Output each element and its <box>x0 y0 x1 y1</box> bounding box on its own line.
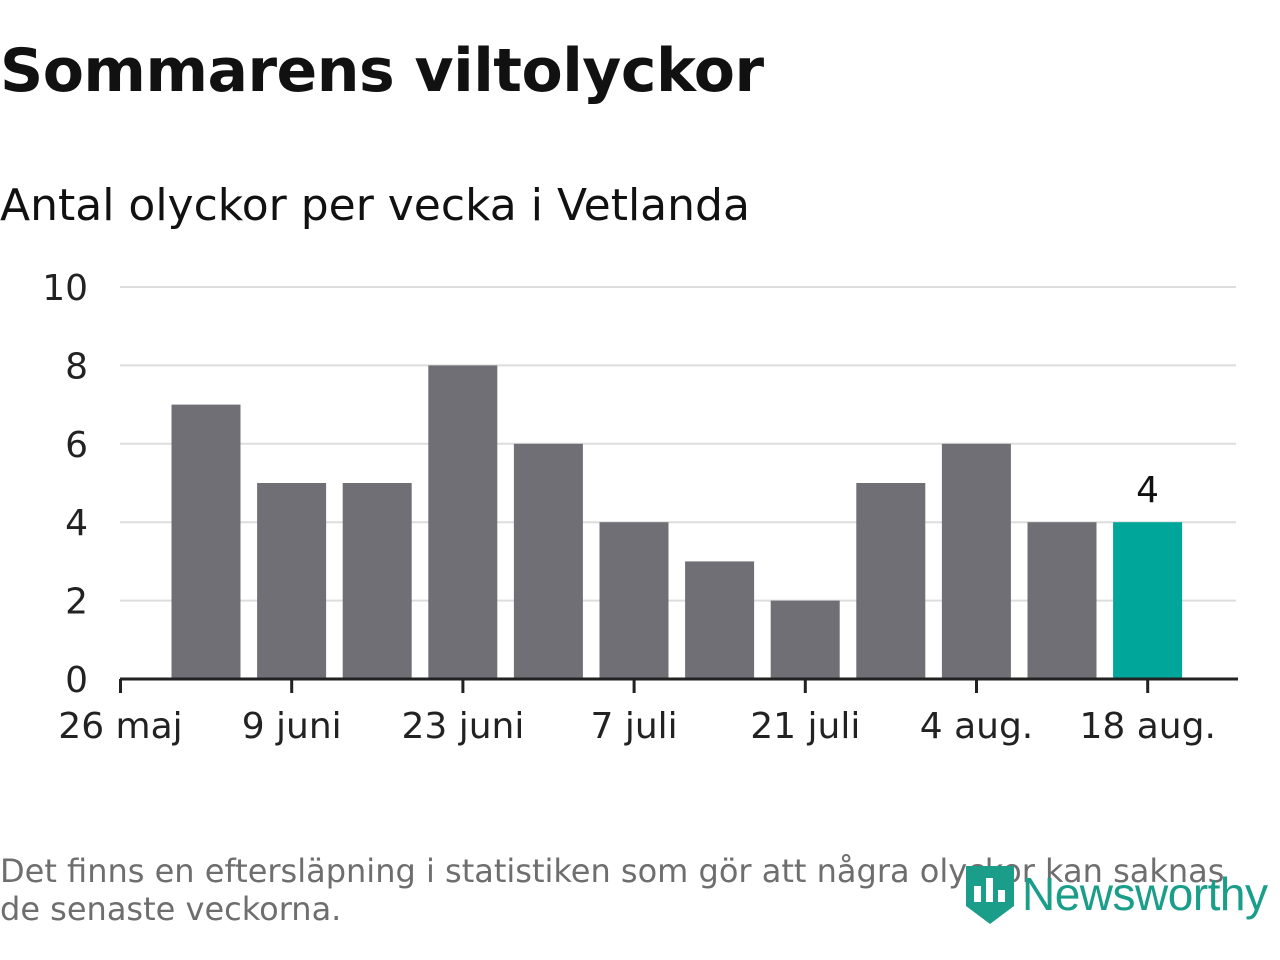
bar <box>257 483 327 679</box>
bar <box>685 561 755 679</box>
y-tick-label: 10 <box>42 268 88 309</box>
bar <box>513 443 583 679</box>
y-tick-label: 8 <box>65 346 88 387</box>
x-tick-label: 23 juni <box>401 706 524 747</box>
chart-title: Sommarens viltolyckor <box>0 36 764 106</box>
y-axis-ticks: 0 2 4 6 8 10 <box>42 268 88 701</box>
bar <box>171 404 241 679</box>
bar-chart: 0 2 4 6 8 10 26 maj 9 juni 23 juni 7 juli 21 juli… <box>42 268 1238 747</box>
footnote: Det finns en eftersläpning i statistiken… <box>0 852 1225 928</box>
bar <box>428 365 498 679</box>
x-axis: 26 maj 9 juni 23 juni 7 juli 21 juli 4 aug. 18… <box>58 677 1238 747</box>
bar <box>941 443 1011 679</box>
x-tick-label: 9 juni <box>242 706 342 747</box>
bar <box>342 483 412 679</box>
bar <box>599 522 669 679</box>
x-tick-label: 7 juli <box>591 706 678 747</box>
x-tick-label: 21 juli <box>750 706 860 747</box>
x-tick-label: 26 maj <box>58 706 182 747</box>
brand-name: Newsworthy <box>1022 868 1268 920</box>
y-tick-label: 6 <box>65 425 88 466</box>
bar <box>1027 522 1097 679</box>
bars <box>171 365 1183 679</box>
y-tick-label: 0 <box>65 660 88 701</box>
y-tick-label: 4 <box>65 503 88 544</box>
bar <box>770 600 840 679</box>
y-tick-label: 2 <box>65 582 88 623</box>
bar-chart-badge-icon <box>966 866 1014 924</box>
bar-highlight <box>1113 522 1183 679</box>
highlight-value-label: 4 <box>1136 470 1159 511</box>
x-tick-label: 4 aug. <box>920 706 1034 747</box>
brand-logo: Newsworthy <box>962 862 1268 926</box>
bar <box>856 483 926 679</box>
x-tick-label: 18 aug. <box>1079 706 1215 747</box>
chart-subtitle: Antal olyckor per vecka i Vetlanda <box>0 180 750 231</box>
data-labels: 4 <box>1136 470 1159 511</box>
